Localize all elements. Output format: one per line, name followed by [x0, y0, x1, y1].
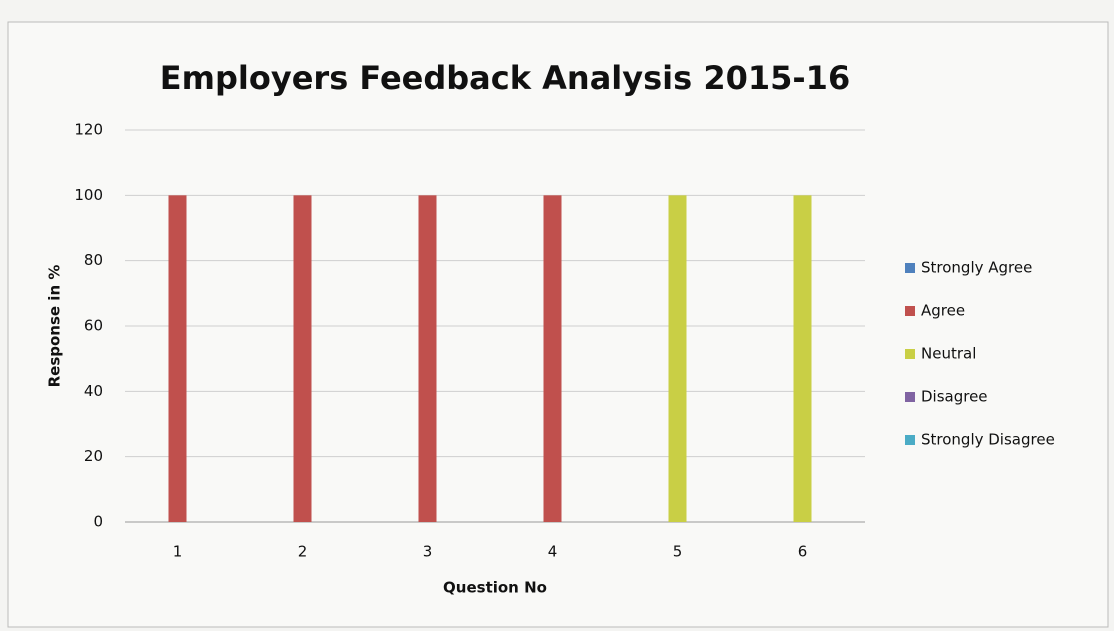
- x-tick-label: 4: [548, 543, 558, 561]
- bar-segment: [668, 195, 687, 523]
- y-tick-label: 0: [93, 513, 103, 531]
- legend-swatch: [905, 306, 915, 316]
- legend-swatch: [905, 435, 915, 445]
- bar-segment: [293, 195, 312, 523]
- legend-swatch: [905, 349, 915, 359]
- x-axis-label: Question No: [443, 579, 547, 597]
- legend-label: Neutral: [921, 345, 976, 363]
- legend-label: Agree: [921, 302, 965, 320]
- legend-label: Disagree: [921, 388, 988, 406]
- x-tick-label: 6: [798, 543, 808, 561]
- y-tick-label: 40: [84, 382, 103, 400]
- x-tick-label: 3: [423, 543, 433, 561]
- y-tick-label: 80: [84, 251, 103, 269]
- legend-label: Strongly Agree: [921, 259, 1032, 277]
- legend-swatch: [905, 392, 915, 402]
- legend-label: Strongly Disagree: [921, 431, 1055, 449]
- y-axis-label: Response in %: [46, 265, 64, 388]
- y-tick-label: 100: [74, 186, 103, 204]
- bar-segment: [543, 195, 562, 523]
- bar-segment: [168, 195, 187, 523]
- x-tick-label: 5: [673, 543, 683, 561]
- x-tick-label: 1: [173, 543, 183, 561]
- legend-swatch: [905, 263, 915, 273]
- bar-segment: [793, 195, 812, 523]
- y-tick-label: 20: [84, 447, 103, 465]
- chart-title: Employers Feedback Analysis 2015-16: [160, 59, 850, 97]
- bar-segment: [418, 195, 437, 523]
- y-tick-label: 60: [84, 317, 103, 335]
- x-tick-label: 2: [298, 543, 308, 561]
- y-tick-label: 120: [74, 121, 103, 139]
